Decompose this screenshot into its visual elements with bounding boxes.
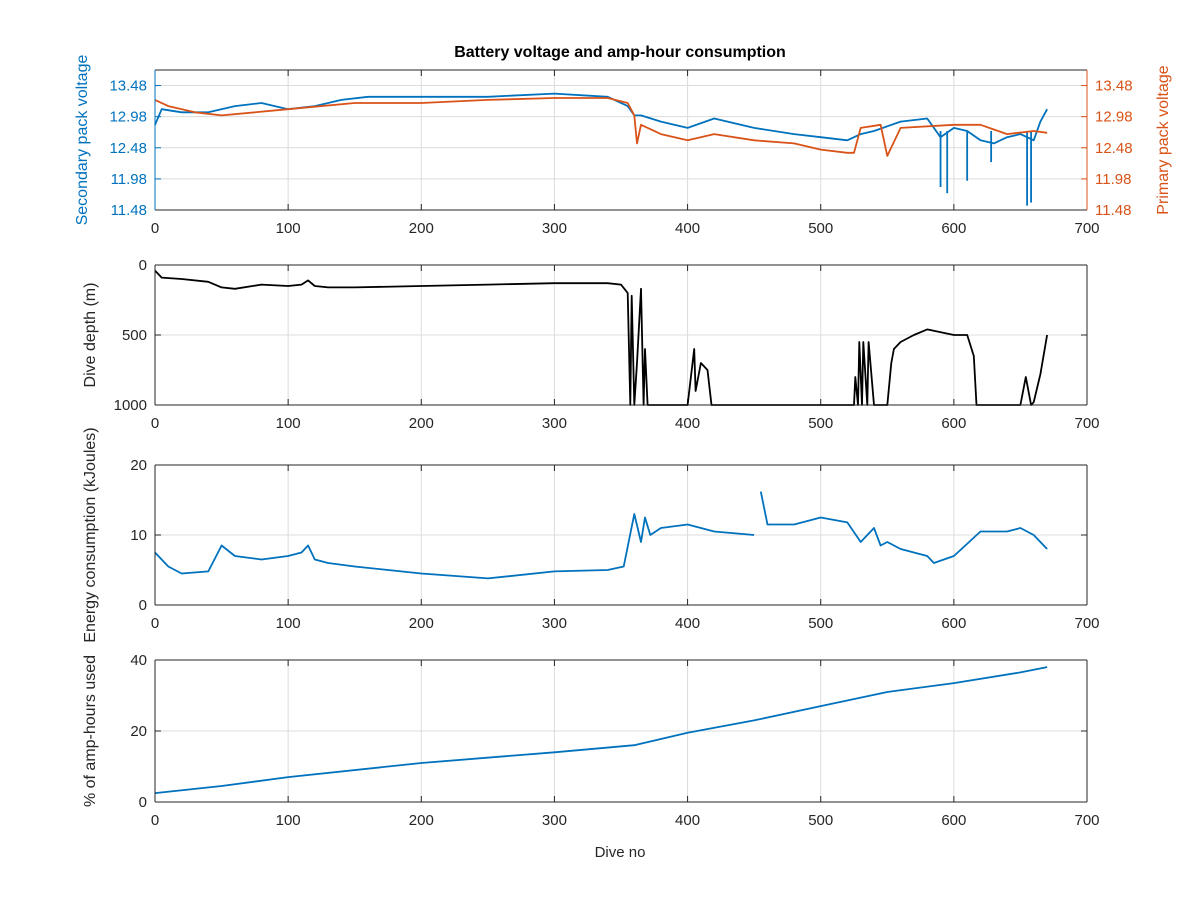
y-right-tick-label: 11.48	[1095, 202, 1131, 219]
y-tick-label: 12.98	[109, 109, 147, 126]
x-axis-label: Dive no	[595, 844, 646, 861]
y-axis-label: Secondary pack voltage	[74, 55, 91, 226]
x-tick-label: 500	[808, 615, 833, 632]
x-tick-label: 700	[1074, 812, 1099, 829]
x-tick-label: 500	[808, 415, 833, 432]
series-line-2	[759, 491, 1048, 564]
x-tick-label: 400	[675, 415, 700, 432]
subplot-1: 0 100 200 300 400 500 600 70011.4811.9812.4812.…	[74, 55, 1172, 237]
y-tick-label: 0	[139, 597, 147, 614]
subplot-3: 0 100 200 300 400 500 600 700 0 10 20 Energy consum…	[82, 427, 1100, 642]
y-tick-label: 1000	[114, 397, 147, 414]
x-tick-label: 700	[1074, 615, 1099, 632]
y-tick-label: 10	[130, 527, 147, 544]
x-tick-label: 700	[1074, 415, 1099, 432]
y-tick-label: 13.48	[109, 78, 147, 95]
x-tick-label: 600	[941, 415, 966, 432]
x-tick-label: 100	[276, 220, 301, 237]
x-tick-label: 200	[409, 812, 434, 829]
subplot-panels: 0 100 200 300 400 500 600 70011.4811.9812.4812.…	[74, 55, 1172, 829]
y-tick-label: 500	[122, 327, 147, 344]
y-tick-label: 11.98	[111, 171, 147, 188]
y-right-tick-label: 12.48	[1095, 140, 1133, 157]
x-tick-label: 100	[276, 615, 301, 632]
x-tick-label: 0	[151, 615, 159, 632]
y-tick-label: 40	[130, 652, 147, 669]
subplot-4: 0 100 200 300 400 500 600 700 0 20 40 % of amp-hour…	[82, 652, 1100, 829]
y-tick-label: 20	[130, 723, 147, 740]
x-tick-label: 600	[941, 615, 966, 632]
plot-area	[155, 70, 1087, 210]
x-tick-label: 200	[409, 220, 434, 237]
y-axis-label: Dive depth (m)	[82, 283, 99, 388]
series-line-1	[154, 513, 755, 580]
y-tick-label: 11.48	[111, 202, 147, 219]
x-tick-label: 0	[151, 415, 159, 432]
x-tick-label: 200	[409, 415, 434, 432]
subplot-2: 0 100 200 300 400 500 600 700 0 500 1000 Dive depth…	[82, 257, 1100, 432]
y-right-tick-label: 12.98	[1095, 109, 1133, 126]
x-tick-label: 200	[409, 615, 434, 632]
x-tick-label: 0	[151, 812, 159, 829]
y-tick-label: 20	[130, 457, 147, 474]
x-tick-label: 600	[941, 812, 966, 829]
x-tick-label: 700	[1074, 220, 1099, 237]
series-line-2	[154, 97, 1048, 157]
y-right-tick-label: 13.48	[1095, 78, 1133, 95]
y-right-tick-label: 11.98	[1095, 171, 1131, 188]
y-right-axis-label: Primary pack voltage	[1155, 65, 1172, 214]
y-tick-label: 0	[139, 794, 147, 811]
x-tick-label: 100	[276, 415, 301, 432]
x-tick-label: 500	[808, 812, 833, 829]
x-tick-label: 600	[941, 220, 966, 237]
x-tick-label: 300	[542, 415, 567, 432]
series-line-1	[154, 666, 1048, 794]
x-tick-label: 300	[542, 220, 567, 237]
x-tick-label: 300	[542, 812, 567, 829]
x-tick-label: 400	[675, 220, 700, 237]
x-tick-label: 400	[675, 812, 700, 829]
y-axis-label: Energy consumption (kJoules)	[82, 427, 99, 642]
figure-title: Battery voltage and amp-hour consumption	[454, 44, 786, 61]
y-axis-label: % of amp-hours used	[82, 655, 99, 807]
x-tick-label: 400	[675, 615, 700, 632]
x-tick-label: 0	[151, 220, 159, 237]
y-tick-label: 0	[139, 257, 147, 274]
x-tick-label: 100	[276, 812, 301, 829]
x-tick-label: 300	[542, 615, 567, 632]
x-tick-label: 500	[808, 220, 833, 237]
series-line-1	[154, 269, 1048, 406]
y-tick-label: 12.48	[109, 140, 147, 157]
